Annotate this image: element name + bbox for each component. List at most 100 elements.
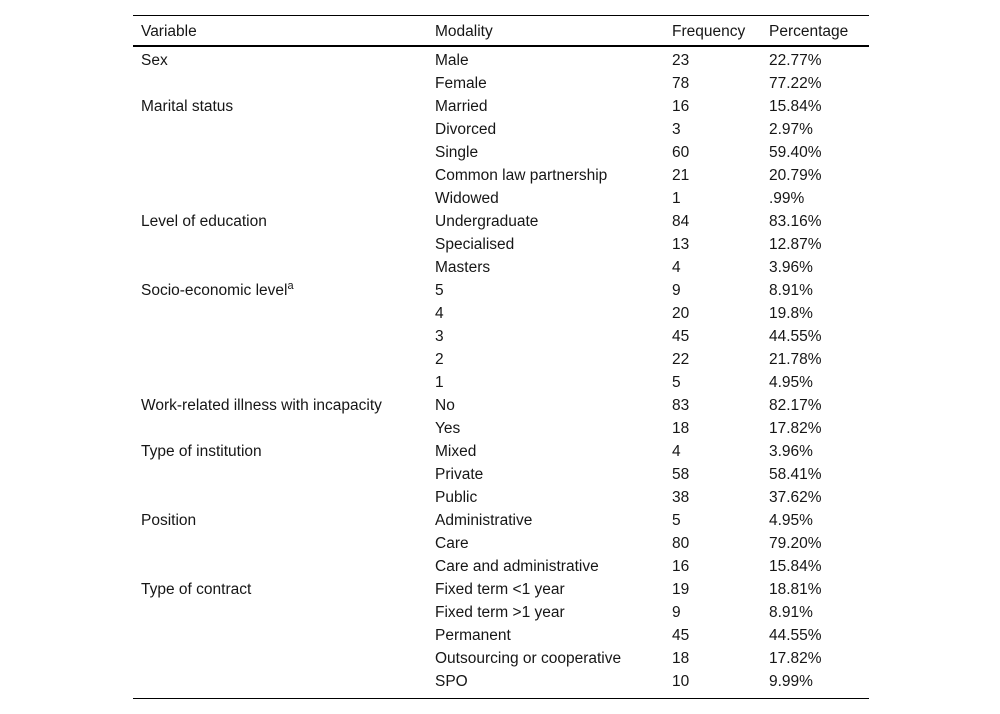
cell-modality: Divorced [435,121,497,138]
cell-percentage: 17.82% [769,420,822,437]
variable-label: Work-related illness with incapacity [141,397,382,414]
variable-label: Socio-economic level [141,282,288,299]
cell-frequency: 58 [672,466,690,483]
cell-percentage: 82.17% [769,397,822,414]
frequency-table: Variable Modality Frequency Percentage S… [133,15,869,699]
cell-modality: 2 [435,351,444,368]
variable-label: Type of contract [141,581,252,598]
cell-frequency: 60 [672,144,690,161]
cell-modality: Public [435,489,478,506]
cell-frequency: 9 [672,282,681,299]
cell-percentage: 15.84% [769,558,822,575]
column-header-percentage: Percentage [769,23,849,40]
cell-variable [141,325,435,348]
cell-modality: Outsourcing or cooperative [435,650,622,667]
cell-variable [141,348,435,371]
column-header-frequency: Frequency [672,23,746,40]
cell-modality: Male [435,52,469,69]
cell-percentage: 58.41% [769,466,822,483]
cell-variable [141,118,435,141]
cell-variable [141,164,435,187]
cell-percentage: .99% [769,190,805,207]
cell-variable: Work-related illness with incapacity [141,394,435,417]
cell-modality: Widowed [435,190,499,207]
variable-label: Position [141,512,197,529]
table-row: SPO 10 9.99% [133,670,869,693]
table-row: Type of institution Mixed 4 3.96% [133,440,869,463]
cell-frequency: 4 [672,259,681,276]
variable-label: Sex [141,52,168,69]
cell-frequency: 5 [672,374,681,391]
table-body: Sex Male 23 22.77% Female 78 77.22% Marital sta… [133,47,869,698]
cell-modality: Permanent [435,627,511,644]
cell-variable: Marital status [141,95,435,118]
table-row: Widowed 1 .99% [133,187,869,210]
cell-modality: 4 [435,305,444,322]
cell-variable [141,72,435,95]
cell-percentage: 8.91% [769,282,813,299]
cell-modality: Specialised [435,236,515,253]
table-row: Divorced 3 2.97% [133,118,869,141]
cell-percentage: 79.20% [769,535,822,552]
cell-frequency: 80 [672,535,690,552]
table-row: Outsourcing or cooperative 18 17.82% [133,647,869,670]
cell-variable [141,256,435,279]
cell-frequency: 38 [672,489,690,506]
variable-label: Marital status [141,98,234,115]
cell-frequency: 18 [672,650,690,667]
cell-variable [141,670,435,693]
table-row: Position Administrative 5 4.95% [133,509,869,532]
table-row: Private 58 58.41% [133,463,869,486]
cell-modality: No [435,397,455,414]
table-row: Socio-economic levela 5 9 8.91% [133,279,869,302]
cell-modality: Administrative [435,512,533,529]
cell-modality: Care and administrative [435,558,599,575]
cell-percentage: 22.77% [769,52,822,69]
cell-percentage: 44.55% [769,328,822,345]
cell-variable [141,233,435,256]
cell-frequency: 13 [672,236,690,253]
cell-percentage: 18.81% [769,581,822,598]
cell-variable [141,417,435,440]
cell-percentage: 20.79% [769,167,822,184]
cell-modality: Masters [435,259,491,276]
cell-modality: Yes [435,420,461,437]
cell-frequency: 16 [672,558,690,575]
table-row: Common law partnership 21 20.79% [133,164,869,187]
cell-modality: SPO [435,673,468,690]
cell-variable [141,302,435,325]
cell-frequency: 9 [672,604,681,621]
cell-frequency: 3 [672,121,681,138]
table-row: Level of education Undergraduate 84 83.16% [133,210,869,233]
table-row: Type of contract Fixed term <1 year 19 18.8… [133,578,869,601]
cell-frequency: 20 [672,305,690,322]
cell-variable: Socio-economic levela [141,279,435,302]
cell-frequency: 1 [672,190,681,207]
cell-modality: Female [435,75,487,92]
cell-variable [141,187,435,210]
table-row: 3 45 44.55% [133,325,869,348]
cell-variable [141,624,435,647]
cell-frequency: 10 [672,673,690,690]
cell-variable [141,532,435,555]
cell-variable: Sex [141,49,435,72]
cell-modality: Mixed [435,443,477,460]
cell-frequency: 4 [672,443,681,460]
cell-percentage: 4.95% [769,374,813,391]
cell-variable [141,486,435,509]
cell-modality: 3 [435,328,444,345]
cell-variable [141,601,435,624]
cell-percentage: 4.95% [769,512,813,529]
column-header-modality: Modality [435,23,493,40]
table-row: Fixed term >1 year 9 8.91% [133,601,869,624]
cell-frequency: 18 [672,420,690,437]
cell-frequency: 21 [672,167,690,184]
cell-frequency: 19 [672,581,690,598]
table-row: Yes 18 17.82% [133,417,869,440]
table-row: Permanent 45 44.55% [133,624,869,647]
cell-modality: Fixed term <1 year [435,581,565,598]
cell-frequency: 84 [672,213,690,230]
cell-percentage: 83.16% [769,213,822,230]
cell-frequency: 78 [672,75,690,92]
